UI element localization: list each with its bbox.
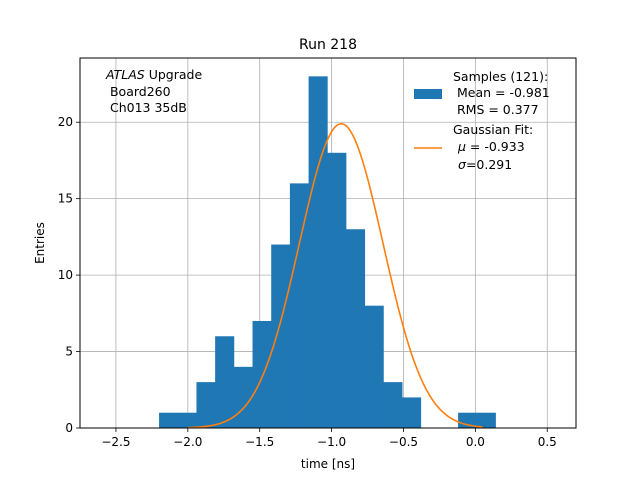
legend-samples-mean: Mean = -0.981 — [453, 85, 550, 100]
histogram-bar — [177, 412, 197, 428]
histogram-bar — [271, 244, 291, 428]
plot-frame — [79, 57, 577, 429]
gaussian-fit — [187, 122, 483, 429]
x-tick-label: −1.5 — [245, 435, 274, 449]
legend-sigma-symbol: σ — [458, 157, 467, 172]
legend-samples-rms: RMS = 0.377 — [453, 102, 539, 117]
histogram-bar — [327, 152, 347, 428]
histogram-bar — [345, 229, 366, 428]
annotation-upgrade: Upgrade — [145, 67, 203, 82]
legend-fit-title: Gaussian Fit: — [453, 122, 533, 137]
legend-fit-sigma: σ=0.291 — [458, 157, 512, 172]
y-tick-label: 10 — [58, 268, 73, 282]
legend-mu-symbol: μ — [457, 139, 466, 154]
y-axis-label: Entries — [33, 222, 47, 264]
x-tick-label: 0.5 — [538, 435, 557, 449]
annotation-board: Board260 — [106, 84, 171, 99]
histogram-bar — [383, 382, 403, 428]
x-tick-label: −2.0 — [173, 435, 202, 449]
legend-mu-value: = -0.933 — [466, 139, 525, 154]
annotation-channel: Ch013 35dB — [106, 100, 187, 115]
legend-samples-swatch — [414, 89, 442, 99]
x-tick-label: −1.0 — [317, 435, 346, 449]
legend-sigma-value: =0.291 — [466, 157, 512, 172]
histogram-bar — [402, 397, 422, 428]
annotation-atlas: ATLAS — [105, 67, 145, 82]
histogram-bar — [289, 183, 309, 428]
histogram-bar — [364, 305, 384, 428]
x-axis-label: time [ns] — [301, 457, 355, 471]
x-tick-label: −2.5 — [101, 435, 130, 449]
histogram-bar — [308, 76, 328, 428]
histogram-bar — [196, 382, 216, 428]
histogram-bar — [233, 366, 253, 428]
histogram-bar — [159, 412, 179, 428]
y-tick-label: 15 — [58, 192, 73, 206]
histogram-bar — [252, 320, 272, 428]
histogram-bar — [476, 412, 496, 428]
y-tick-label: 20 — [58, 115, 73, 129]
histogram-bars — [159, 76, 496, 428]
axis-ticks: −2.5 −2.0 −1.5 −1.0 −0.5 0.0 0.5 0 5 10 15 20 — [58, 115, 557, 449]
legend-samples-title: Samples (121): — [453, 69, 548, 84]
atlas-annotation: ATLAS Upgrade Board260 Ch013 35dB — [105, 67, 202, 115]
y-tick-label: 0 — [65, 421, 73, 435]
y-tick-label: 5 — [65, 345, 73, 359]
legend-fit-mu: μ = -0.933 — [457, 139, 525, 154]
x-tick-label: −0.5 — [389, 435, 418, 449]
chart-title: Run 218 — [299, 37, 357, 53]
histogram-bar — [215, 336, 235, 428]
x-tick-label: 0.0 — [466, 435, 485, 449]
legend: Samples (121): Mean = -0.981 RMS = 0.377… — [414, 69, 550, 172]
annotation-line-1: ATLAS Upgrade — [105, 67, 202, 82]
gaussian-fit-line — [187, 122, 483, 429]
